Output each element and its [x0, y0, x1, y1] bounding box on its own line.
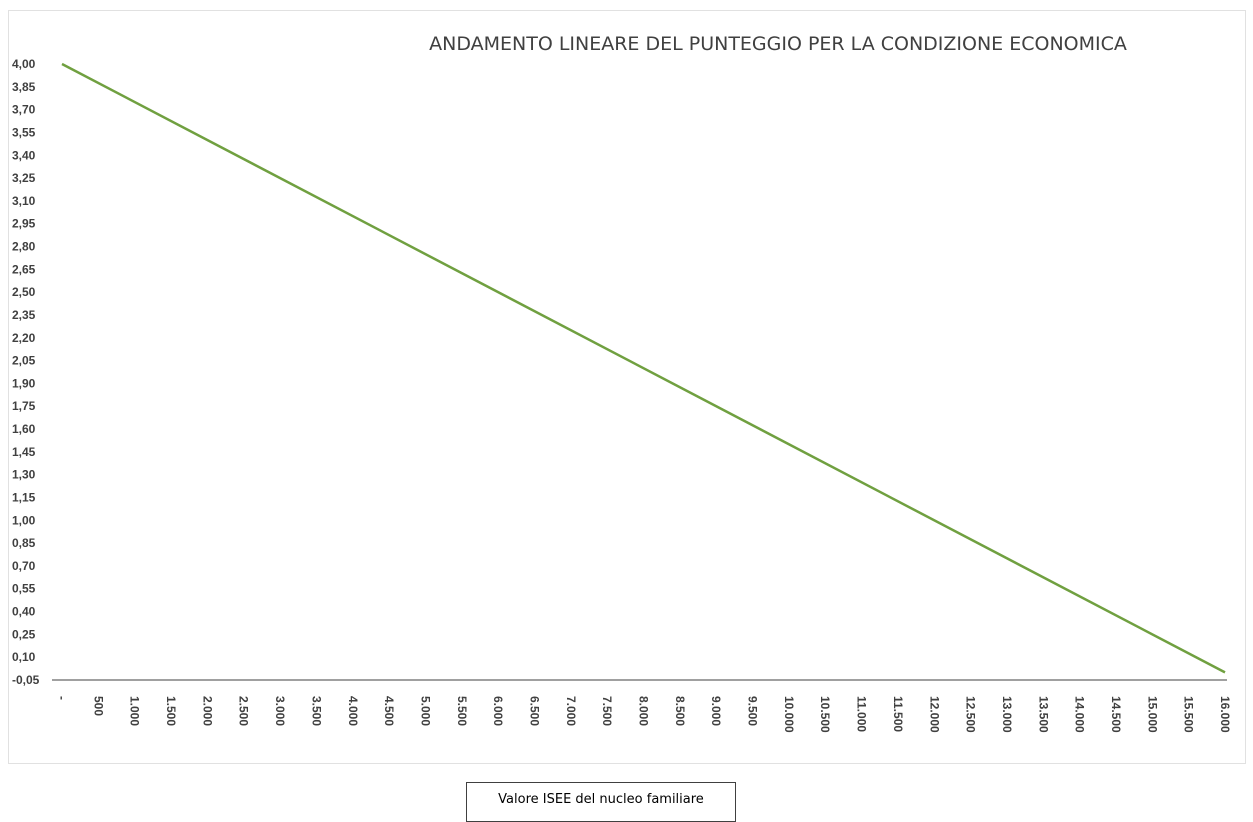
x-tick-label: 13.500 — [1036, 696, 1050, 733]
chart-frame — [8, 10, 1246, 764]
x-axis-label-box: Valore ISEE del nucleo familiare — [466, 782, 736, 822]
x-axis-label: Valore ISEE del nucleo familiare — [498, 792, 704, 807]
x-tick-label: 10.500 — [818, 696, 832, 733]
y-tick-label: 1,90 — [12, 376, 36, 390]
x-tick-label: 3.500 — [309, 696, 323, 726]
y-tick-label: 3,25 — [12, 171, 36, 185]
x-tick-label: 9.000 — [709, 696, 723, 726]
y-tick-label: 2,80 — [12, 240, 36, 254]
x-tick-label: 8.000 — [637, 696, 651, 726]
x-tick-label: 5.000 — [418, 696, 432, 726]
x-tick-label: 5.500 — [455, 696, 469, 726]
y-tick-label: 2,20 — [12, 331, 36, 345]
y-tick-label: 2,05 — [12, 354, 36, 368]
y-axis: 4,00 3,85 3,70 3,55 3,40 3,25 3,10 2,95 2,80 2,65… — [12, 57, 40, 687]
x-tick-label: 12.000 — [927, 696, 941, 733]
y-tick-label: 1,15 — [12, 490, 36, 504]
x-axis: - 500 1.000 1.500 2.000 2.500 3.000 3.500 4.000 4… — [55, 696, 1232, 733]
x-tick-label: 14.000 — [1073, 696, 1087, 733]
y-tick-label: 1,45 — [12, 445, 36, 459]
x-tick-label: 11.000 — [855, 696, 869, 732]
y-tick-label: 0,85 — [12, 536, 36, 550]
x-tick-label: 16.000 — [1218, 696, 1232, 733]
y-tick-label: 0,25 — [12, 627, 36, 641]
y-tick-label: 0,10 — [12, 650, 36, 664]
x-tick-label: 9.500 — [746, 696, 760, 726]
x-tick-label: 500 — [91, 696, 105, 716]
y-tick-label: 3,85 — [12, 80, 36, 94]
x-tick-label: 8.500 — [673, 696, 687, 726]
y-tick-label: 1,30 — [12, 468, 36, 482]
x-tick-label: 6.000 — [491, 696, 505, 726]
x-tick-label: 1.500 — [164, 696, 178, 726]
x-tick-label: 6.500 — [527, 696, 541, 726]
x-tick-label: 14.500 — [1109, 696, 1123, 733]
x-tick-label: 10.000 — [782, 696, 796, 733]
y-tick-label: 0,40 — [12, 605, 36, 619]
x-tick-label: 15.500 — [1182, 696, 1196, 733]
y-tick-label: 2,50 — [12, 285, 36, 299]
y-tick-label: 0,70 — [12, 559, 36, 573]
y-tick-label: -0,05 — [12, 673, 40, 687]
y-tick-label: 2,35 — [12, 308, 36, 322]
x-tick-label: 2.000 — [200, 696, 214, 726]
x-tick-label: 12.500 — [964, 696, 978, 733]
y-tick-label: 0,55 — [12, 582, 36, 596]
series-line — [61, 62, 1226, 674]
y-tick-label: 1,60 — [12, 422, 36, 436]
y-tick-label: 3,55 — [12, 125, 36, 139]
series-group — [61, 62, 1226, 674]
x-tick-label: 13.000 — [1000, 696, 1014, 733]
x-tick-label: 3.000 — [273, 696, 287, 726]
x-tick-label: 15.000 — [1145, 696, 1159, 733]
y-tick-label: 3,70 — [12, 103, 36, 117]
x-tick-label: 2.500 — [237, 696, 251, 726]
chart-title: ANDAMENTO LINEARE DEL PUNTEGGIO PER LA C… — [429, 33, 1127, 55]
x-tick-label: 7.500 — [600, 696, 614, 726]
x-tick-label: 11.500 — [891, 696, 905, 732]
x-tick-label: 7.000 — [564, 696, 578, 726]
y-tick-label: 2,95 — [12, 217, 36, 231]
y-tick-label: 2,65 — [12, 262, 36, 276]
y-tick-label: 3,10 — [12, 194, 36, 208]
x-tick-label: - — [55, 696, 69, 700]
x-tick-label: 1.000 — [128, 696, 142, 726]
y-tick-label: 4,00 — [12, 57, 36, 71]
y-tick-label: 3,40 — [12, 148, 36, 162]
y-tick-label: 1,75 — [12, 399, 36, 413]
x-tick-label: 4.500 — [382, 696, 396, 726]
x-tick-label: 4.000 — [346, 696, 360, 726]
y-tick-label: 1,00 — [12, 513, 36, 527]
